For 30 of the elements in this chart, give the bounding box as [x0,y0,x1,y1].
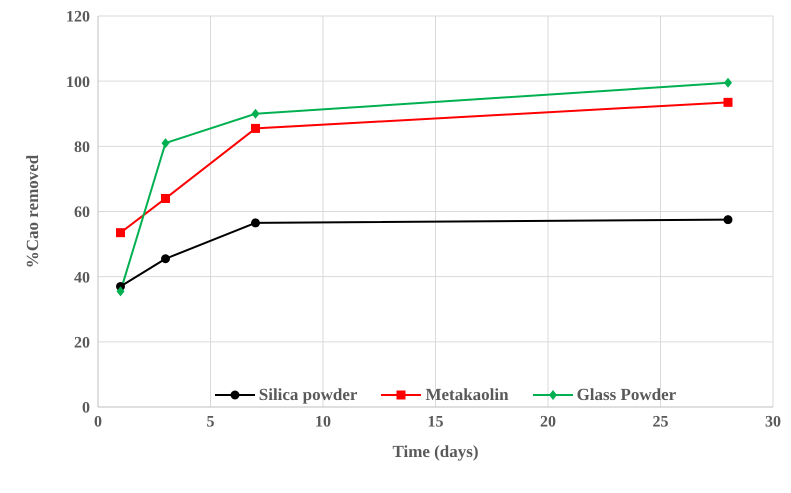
point [116,228,125,238]
point [162,138,170,148]
y-tick-label: 20 [74,334,90,352]
x-tick-label: 5 [206,413,214,430]
legend-label: Glass Powder [576,385,676,405]
point [161,194,170,203]
y-tick-label: 100 [66,74,90,91]
point [251,124,260,133]
y-tick-label: 120 [66,8,90,26]
x-tick-label: 25 [652,413,668,430]
point [724,98,732,107]
point [724,215,732,224]
legend-label: Silica powder [258,385,358,405]
y-tick-label: 0 [82,400,90,417]
x-tick-label: 0 [94,413,102,430]
x-tick-label: 30 [765,413,781,430]
x-tick-label: 15 [428,413,444,430]
y-tick-label: 60 [74,204,90,222]
y-tick-label: 40 [74,269,90,286]
y-tick-label: 80 [74,139,90,156]
y-axis-title: %Cao removed [23,154,42,268]
x-tick-label: 20 [540,413,556,430]
point [251,218,260,228]
x-tick-label: 10 [315,413,331,430]
point [161,254,170,264]
x-axis-title: Time (days) [392,442,479,461]
point [724,78,732,88]
point [116,286,124,296]
point [252,108,260,119]
legend-label: Metakaolin [425,385,509,405]
